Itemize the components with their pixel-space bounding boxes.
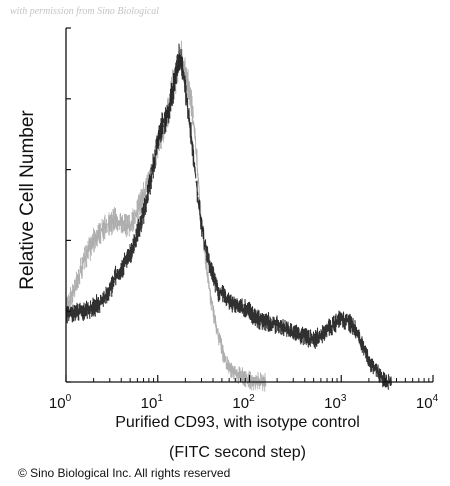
histogram-series-1	[65, 40, 267, 392]
axes-layer: 100 101 102 103 104	[49, 27, 439, 412]
x-tick-label: 103	[324, 393, 347, 412]
x-tick-label: 101	[141, 393, 164, 412]
copyright-notice: © Sino Biological Inc. All rights reserv…	[18, 466, 231, 480]
series-layer	[65, 40, 392, 392]
x-axis-label-line2: (FITC second step)	[169, 444, 306, 461]
x-tick-label: 102	[232, 393, 255, 412]
y-axis-label: Relative Cell Number	[17, 110, 38, 290]
x-axis-label-line1: Purified CD93, with isotype control	[115, 414, 360, 431]
x-tick-label: 104	[416, 393, 439, 412]
x-tick-label: 100	[49, 393, 72, 412]
histogram-series-1-trace	[65, 40, 267, 392]
watermark-text: with permission from Sino Biological	[10, 6, 160, 17]
